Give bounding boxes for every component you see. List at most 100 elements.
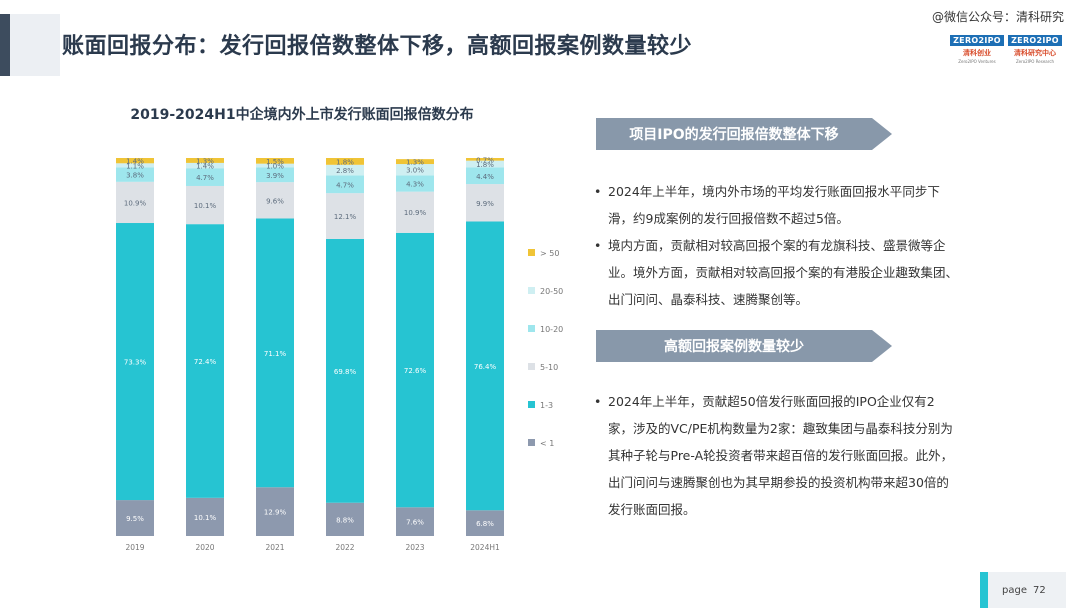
data-label: 10.9%	[404, 209, 427, 217]
x-tick-label: 2021	[265, 543, 284, 552]
stacked-bar-chart: 9.5%73.3%10.9%3.8%1.1%1.4%201910.1%72.4%…	[116, 156, 563, 552]
bar-segment	[326, 238, 364, 503]
bar-segment	[466, 221, 504, 511]
data-label: 12.9%	[264, 509, 287, 517]
bar-segment	[116, 158, 154, 164]
data-label: 1.4%	[126, 158, 144, 166]
legend-swatch	[528, 363, 535, 370]
footer-accent-bar	[980, 572, 988, 608]
bar-segment	[396, 232, 434, 508]
data-label: 72.6%	[404, 367, 427, 375]
logo-sub: Zero2IPO Ventures	[958, 59, 996, 64]
page-label: page	[1002, 584, 1027, 596]
data-label: 10.9%	[124, 199, 147, 207]
logo-sub: Zero2IPO Research	[1015, 59, 1055, 64]
legend-swatch	[528, 325, 535, 332]
bar-segment	[186, 168, 224, 186]
data-label: 71.1%	[264, 350, 287, 358]
bar-segment	[326, 193, 364, 239]
x-tick-label: 2019	[125, 543, 144, 552]
bar-segment	[256, 218, 294, 488]
data-label: 72.4%	[194, 358, 217, 366]
logo-mark: ZERO2IPO	[950, 35, 1004, 46]
bar-segment	[466, 184, 504, 222]
section-heading-high-return: 高额回报案例数量较少	[596, 330, 892, 362]
data-label: 9.6%	[266, 197, 284, 205]
legend-label: > 50	[540, 249, 559, 258]
bar-segment	[326, 158, 364, 165]
bar-segment	[326, 175, 364, 194]
data-label: 6.8%	[476, 520, 494, 528]
bullet-list-2: 2024年上半年，贡献超50倍发行账面回报的IPO企业仅有2家，涉及的VC/PE…	[592, 388, 958, 523]
bar-segment	[396, 159, 434, 165]
data-label: 1.8%	[336, 158, 354, 166]
legend-label: 10-20	[540, 325, 563, 334]
data-label: 2.8%	[336, 167, 354, 175]
bar-segment	[466, 167, 504, 185]
page-title: 账面回报分布：发行回报倍数整体下移，高额回报案例数量较少	[62, 34, 693, 59]
bar-segment	[116, 167, 154, 182]
data-label: 9.9%	[476, 200, 494, 208]
legend-swatch	[528, 401, 535, 408]
data-label: 4.7%	[336, 181, 354, 189]
section-heading-ipo-multiple: 项目IPO的发行回报倍数整体下移	[596, 118, 892, 150]
bullet-item: 境内方面，贡献相对较高回报个案的有龙旗科技、盛景微等企业。境外方面，贡献相对较高…	[592, 232, 958, 313]
data-label: 9.5%	[126, 515, 144, 523]
bar-segment	[396, 175, 434, 192]
logos: ZERO2IPO 清科创业 Zero2IPO Ventures ZERO2IPO…	[950, 34, 1062, 64]
data-label: 1.0%	[266, 163, 284, 171]
bar-segment	[116, 163, 154, 168]
data-label: 1.3%	[196, 157, 214, 165]
bar-segment	[186, 497, 224, 536]
data-label: 10.1%	[194, 514, 217, 522]
logo-research: ZERO2IPO 清科研究中心 Zero2IPO Research	[1008, 34, 1062, 64]
bar-segment	[256, 487, 294, 536]
bullet-list-1: 2024年上半年，境内外市场的平均发行账面回报水平同步下滑，约9成案例的发行回报…	[592, 178, 958, 313]
x-tick-label: 2022	[335, 543, 354, 552]
header-accent-bar	[0, 14, 10, 76]
legend-swatch	[528, 439, 535, 446]
page-number: 72	[1032, 584, 1046, 596]
data-label: 0.7%	[476, 156, 494, 164]
data-label: 73.3%	[124, 359, 147, 367]
bar-segment	[396, 164, 434, 176]
logo-ventures: ZERO2IPO 清科创业 Zero2IPO Ventures	[950, 34, 1004, 64]
data-label: 7.6%	[406, 519, 424, 527]
bar-segment	[326, 502, 364, 536]
bar-segment	[186, 162, 224, 169]
data-label: 8.8%	[336, 516, 354, 524]
bar-segment	[116, 500, 154, 536]
bar-segment	[186, 185, 224, 225]
data-label: 69.8%	[334, 368, 357, 376]
bullet-item: 2024年上半年，境内外市场的平均发行账面回报水平同步下滑，约9成案例的发行回报…	[592, 178, 958, 232]
data-label: 1.3%	[406, 159, 424, 167]
data-label: 1.4%	[196, 163, 214, 171]
bar-segment	[116, 223, 154, 501]
legend-label: 1-3	[540, 401, 553, 410]
data-label: 10.1%	[194, 202, 217, 210]
bullet-item: 2024年上半年，贡献超50倍发行账面回报的IPO企业仅有2家，涉及的VC/PE…	[592, 388, 958, 523]
data-label: 1.1%	[126, 162, 144, 170]
data-label: 4.7%	[196, 174, 214, 182]
legend-swatch	[528, 249, 535, 256]
data-label: 3.9%	[266, 172, 284, 180]
legend-label: 20-50	[540, 287, 563, 296]
data-label: 12.1%	[334, 213, 357, 221]
legend-label: < 1	[540, 439, 554, 448]
bar-segment	[466, 510, 504, 536]
data-label: 4.3%	[406, 181, 424, 189]
bar-segment	[466, 160, 504, 168]
data-label: 3.0%	[406, 167, 424, 175]
bar-segment	[116, 181, 154, 224]
x-tick-label: 2020	[195, 543, 214, 552]
bar-segment	[326, 164, 364, 176]
header-accent-block	[10, 14, 60, 76]
bar-segment	[466, 158, 504, 161]
bar-segment	[256, 167, 294, 183]
x-tick-label: 2024H1	[470, 543, 500, 552]
logo-mark: ZERO2IPO	[1008, 35, 1062, 46]
data-label: 1.8%	[476, 161, 494, 169]
x-tick-label: 2023	[405, 543, 424, 552]
data-label: 76.4%	[474, 363, 497, 371]
bar-segment	[256, 182, 294, 219]
